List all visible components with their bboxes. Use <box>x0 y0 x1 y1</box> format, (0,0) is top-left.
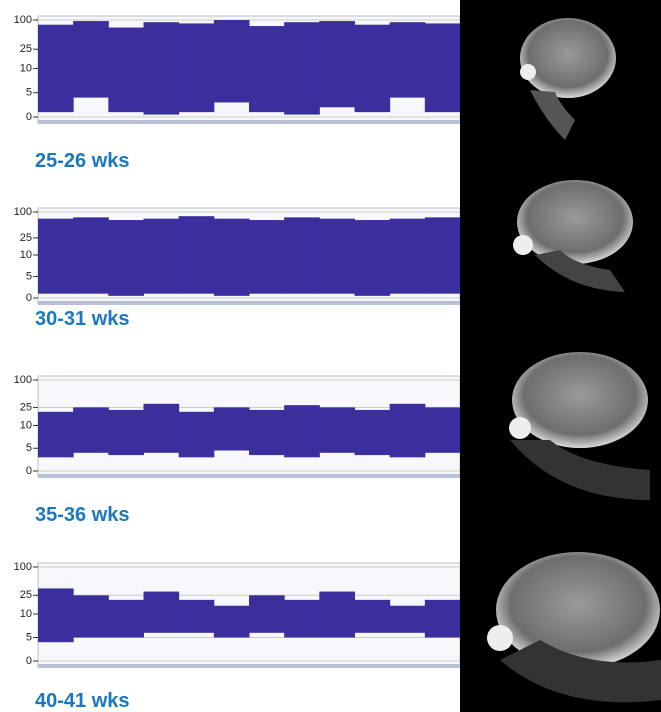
amplitude-band <box>284 22 320 114</box>
amplitude-band <box>214 407 250 450</box>
amplitude-band <box>144 219 180 294</box>
aeeg-panel: 0 5 10 25 100 25-26 wks <box>14 14 461 172</box>
aeeg-panel: 0 5 10 25 100 30-31 wks <box>14 206 461 330</box>
age-label: 40-41 wks <box>35 690 130 712</box>
axis-strip <box>38 120 460 124</box>
axis-strip <box>38 474 460 478</box>
aeeg-panel: 0 5 10 25 100 40-41 wks <box>14 561 461 712</box>
amplitude-band <box>108 28 144 113</box>
amplitude-band <box>73 21 109 98</box>
y-tick-label: 100 <box>14 561 32 573</box>
amplitude-band <box>319 407 355 452</box>
amplitude-band <box>390 22 426 97</box>
amplitude-band <box>284 217 320 293</box>
amplitude-band <box>144 22 180 114</box>
amplitude-band <box>249 410 285 455</box>
page: 05102510040-41 wks05102510035-36 wks0510… <box>0 0 661 712</box>
y-tick-label: 5 <box>26 87 32 99</box>
amplitude-band <box>144 592 180 633</box>
amplitude-band <box>355 600 391 633</box>
aeeg-panel: 0 5 10 25 100 35-36 wks <box>14 374 461 526</box>
amplitude-band <box>355 410 391 455</box>
amplitude-band <box>390 606 426 633</box>
y-tick-label: 0 <box>26 465 32 477</box>
y-tick-label: 25 <box>20 589 32 601</box>
amplitude-band <box>179 23 215 112</box>
amplitude-band <box>214 219 250 296</box>
amplitude-band <box>425 23 461 112</box>
y-tick-label: 10 <box>20 419 32 431</box>
amplitude-band <box>284 600 320 638</box>
y-tick-label: 10 <box>20 62 32 74</box>
y-tick-label: 0 <box>26 292 32 304</box>
y-tick-label: 10 <box>20 608 32 620</box>
figure: 05102510040-41 wks05102510035-36 wks0510… <box>0 0 661 712</box>
amplitude-band <box>214 20 250 102</box>
y-tick-label: 25 <box>20 43 32 55</box>
age-label: 30-31 wks <box>35 308 130 330</box>
age-label: 35-36 wks <box>35 504 130 526</box>
amplitude-band <box>425 217 461 293</box>
y-tick-label: 0 <box>26 111 32 123</box>
amplitude-band <box>390 404 426 458</box>
amplitude-band <box>144 404 180 453</box>
amplitude-band <box>249 26 285 112</box>
axis-strip <box>38 664 460 668</box>
y-tick-label: 10 <box>20 249 32 261</box>
y-tick-label: 25 <box>20 401 32 413</box>
amplitude-band <box>390 219 426 294</box>
amplitude-band <box>179 412 215 458</box>
y-tick-label: 5 <box>26 442 32 454</box>
amplitude-band <box>179 216 215 294</box>
y-tick-label: 5 <box>26 631 32 643</box>
amplitude-band <box>319 592 355 638</box>
y-tick-label: 25 <box>20 232 32 244</box>
amplitude-band <box>38 412 74 458</box>
amplitude-band <box>108 600 144 638</box>
y-tick-label: 5 <box>26 270 32 282</box>
amplitude-band <box>214 606 250 638</box>
amplitude-band <box>319 21 355 107</box>
amplitude-band <box>284 405 320 457</box>
y-tick-label: 0 <box>26 655 32 667</box>
amplitude-band <box>73 595 109 637</box>
age-label: 25-26 wks <box>35 150 130 172</box>
amplitude-band <box>73 217 109 293</box>
amplitude-band <box>38 25 74 112</box>
amplitude-band <box>73 407 109 452</box>
y-tick-label: 100 <box>14 206 32 218</box>
amplitude-band <box>355 220 391 296</box>
amplitude-band <box>425 600 461 638</box>
amplitude-band <box>425 407 461 452</box>
y-tick-label: 100 <box>14 374 32 386</box>
y-tick-label: 100 <box>14 14 32 26</box>
amplitude-band <box>108 410 144 455</box>
amplitude-band <box>249 220 285 294</box>
amplitude-band <box>38 219 74 294</box>
axis-strip <box>38 301 460 305</box>
amplitude-band <box>38 588 74 642</box>
amplitude-band <box>319 219 355 294</box>
amplitude-band <box>179 600 215 633</box>
amplitude-band <box>355 25 391 112</box>
amplitude-band <box>108 220 144 296</box>
amplitude-band <box>249 595 285 633</box>
